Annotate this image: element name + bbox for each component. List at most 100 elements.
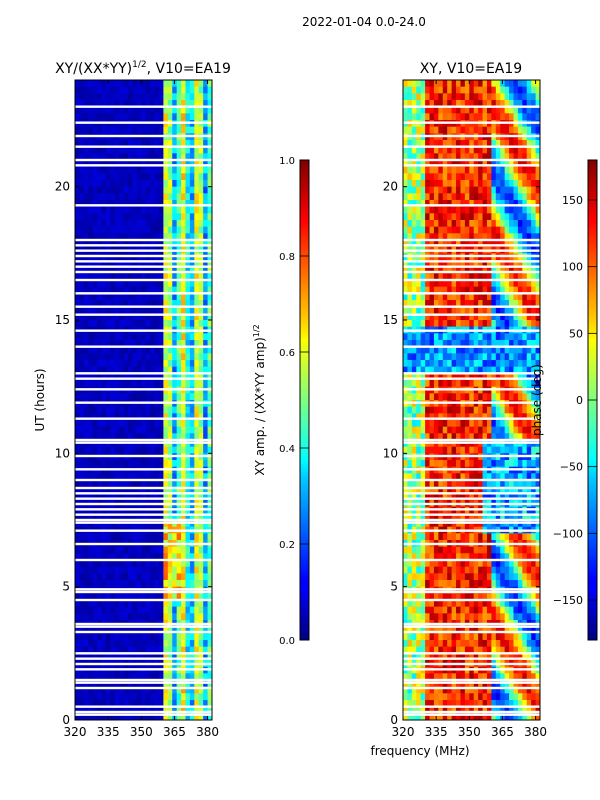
amplitude-heatmap-cell	[150, 206, 156, 214]
amplitude-heatmap-cell	[167, 713, 173, 720]
amplitude-heatmap-cell	[101, 406, 107, 414]
phase-heatmap-cell	[526, 113, 532, 121]
amplitude-heatmap-cell	[198, 613, 204, 621]
phase-heatmap-cell	[464, 346, 470, 354]
phase-heatmap-cell	[535, 346, 540, 354]
phase-heatmap-cell	[469, 480, 475, 488]
amplitude-heatmap-cell	[150, 233, 156, 241]
amplitude-heatmap-cell	[136, 606, 142, 614]
amplitude-heatmap-cell	[185, 480, 191, 488]
amplitude-heatmap-cell	[145, 93, 151, 101]
amplitude-heatmap-cell	[150, 646, 156, 654]
phase-heatmap-cell	[451, 486, 457, 494]
phase-heatmap-cell	[420, 106, 426, 114]
amplitude-heatmap-cell	[105, 380, 111, 388]
amplitude-heatmap-cell	[136, 460, 142, 468]
phase-heatmap-cell	[429, 286, 435, 294]
amplitude-heatmap-cell	[158, 213, 164, 221]
amplitude-heatmap-cell	[141, 240, 147, 248]
phase-heatmap-cell	[442, 273, 448, 281]
phase-heatmap-cell	[451, 426, 457, 434]
amplitude-heatmap-cell	[158, 513, 164, 521]
amplitude-heatmap-cell	[75, 193, 81, 201]
phase-heatmap-cell	[517, 206, 523, 214]
amplitude-heatmap-cell	[176, 160, 182, 168]
amplitude-heatmap-cell	[158, 146, 164, 154]
phase-heatmap-cell	[504, 213, 510, 221]
amplitude-heatmap-cell	[75, 460, 81, 468]
amplitude-heatmap-cell	[75, 600, 81, 608]
phase-heatmap-cell	[500, 166, 506, 174]
phase-heatmap-cell	[416, 320, 422, 328]
amplitude-heatmap-cell	[154, 593, 160, 601]
amplitude-heatmap-cell	[158, 673, 164, 681]
phase-heatmap-cell	[429, 233, 435, 241]
amplitude-heatmap-cell	[97, 380, 103, 388]
phase-heatmap-cell	[473, 340, 479, 348]
phase-heatmap-cell	[447, 373, 453, 381]
phase-heatmap-cell	[447, 266, 453, 274]
amplitude-heatmap-cell	[97, 346, 103, 354]
amplitude-heatmap-cell	[150, 626, 156, 634]
amplitude-heatmap-cell	[128, 480, 134, 488]
phase-heatmap-cell	[531, 266, 537, 274]
phase-heatmap-cell	[433, 106, 439, 114]
phase-heatmap-cell	[447, 140, 453, 148]
amplitude-heatmap-cell	[145, 546, 151, 554]
amplitude-heatmap-cell	[83, 200, 89, 208]
amplitude-heatmap-cell	[79, 546, 85, 554]
phase-heatmap-cell	[495, 186, 501, 194]
amplitude-heatmap-cell	[105, 486, 111, 494]
amplitude-heatmap-cell	[163, 480, 169, 488]
amplitude-heatmap-cell	[194, 186, 200, 194]
amplitude-heatmap-cell	[79, 153, 85, 161]
amplitude-heatmap-cell	[75, 653, 81, 661]
amplitude-heatmap-cell	[83, 193, 89, 201]
amplitude-heatmap-cell	[145, 220, 151, 228]
phase-heatmap-cell	[460, 306, 466, 314]
amplitude-heatmap-cell	[101, 393, 107, 401]
amplitude-heatmap-cell	[114, 313, 120, 321]
phase-heatmap-cell	[460, 200, 466, 208]
phase-heatmap-cell	[473, 106, 479, 114]
amplitude-x-tick-label: 350	[130, 725, 153, 739]
phase-heatmap-cell	[526, 360, 532, 368]
amplitude-heatmap-cell	[163, 153, 169, 161]
amplitude-heatmap-cell	[110, 220, 116, 228]
phase-heatmap-cell	[433, 200, 439, 208]
amplitude-heatmap-cell	[198, 686, 204, 694]
amplitude-heatmap-cell	[198, 160, 204, 168]
amplitude-heatmap-cell	[132, 380, 138, 388]
phase-heatmap-cell	[531, 93, 537, 101]
amplitude-heatmap-cell	[185, 446, 191, 454]
amplitude-heatmap-cell	[145, 86, 151, 94]
amplitude-heatmap-cell	[141, 406, 147, 414]
amplitude-flagged-row	[75, 204, 212, 207]
amplitude-heatmap-cell	[136, 180, 142, 188]
phase-heatmap-cell	[526, 300, 532, 308]
phase-heatmap-cell	[460, 366, 466, 374]
amplitude-heatmap-cell	[176, 220, 182, 228]
phase-heatmap-cell	[531, 180, 537, 188]
amplitude-heatmap-cell	[105, 360, 111, 368]
amplitude-heatmap-cell	[132, 160, 138, 168]
phase-heatmap-cell	[438, 486, 444, 494]
amplitude-heatmap-cell	[145, 366, 151, 374]
phase-heatmap-cell	[411, 300, 417, 308]
phase-heatmap-cell	[425, 193, 431, 201]
phase-heatmap-cell	[531, 340, 537, 348]
amplitude-heatmap-cell	[154, 346, 160, 354]
phase-heatmap-cell	[517, 313, 523, 321]
phase-heatmap-cell	[526, 160, 532, 168]
amplitude-heatmap-cell	[105, 240, 111, 248]
amplitude-heatmap-cell	[75, 380, 81, 388]
amplitude-heatmap-cell	[145, 306, 151, 314]
phase-heatmap-cell	[469, 86, 475, 94]
amplitude-heatmap-cell	[128, 706, 134, 714]
amplitude-heatmap-cell	[79, 313, 85, 321]
phase-heatmap-cell	[451, 266, 457, 274]
amplitude-heatmap-cell	[105, 213, 111, 221]
amplitude-heatmap-cell	[207, 693, 212, 701]
phase-heatmap-cell	[517, 233, 523, 241]
amplitude-heatmap-cell	[136, 373, 142, 381]
